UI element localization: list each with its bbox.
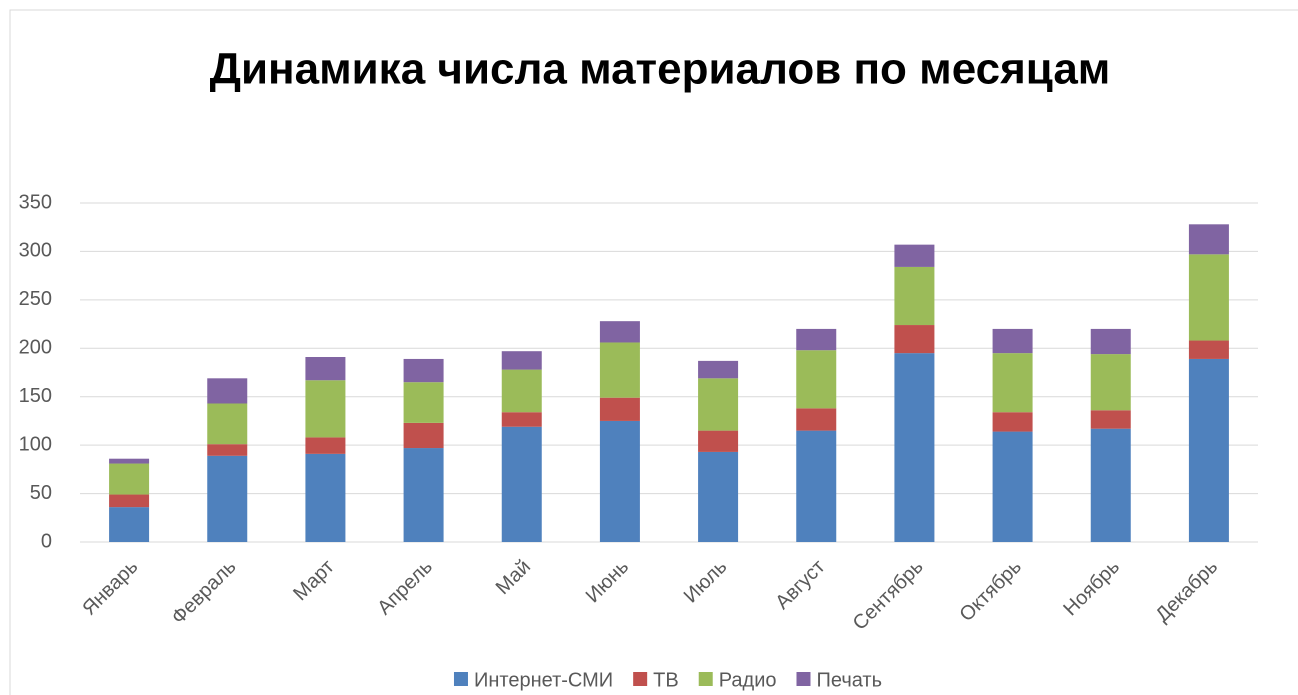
- bar-segment: [501, 426, 542, 542]
- bar-segment: [599, 321, 640, 343]
- bar-segment: [501, 412, 542, 427]
- bar-segment: [501, 369, 542, 413]
- bar-segment: [109, 494, 150, 508]
- bar-segment: [698, 430, 739, 452]
- bar-segment: [207, 378, 248, 404]
- bar-segment: [599, 420, 640, 542]
- bar-segment: [1188, 358, 1229, 542]
- x-tick-label: Июнь: [582, 556, 634, 608]
- legend-swatch: [796, 672, 811, 686]
- bar-segment: [1090, 328, 1131, 355]
- legend-swatch: [633, 672, 648, 686]
- legend-label: Печать: [816, 669, 882, 691]
- bar-segment: [109, 507, 150, 542]
- bar-segment: [992, 412, 1033, 432]
- bar-segment: [403, 358, 444, 383]
- bar-segment: [207, 444, 248, 456]
- x-tick-label: Январь: [78, 556, 142, 620]
- bar-segment: [894, 266, 935, 326]
- bar-segment: [796, 408, 837, 431]
- bar-segment: [1090, 410, 1131, 429]
- x-tick-label: Сентябрь: [849, 556, 928, 635]
- bar-segment: [305, 453, 346, 542]
- bar-segment: [796, 350, 837, 409]
- y-tick-label: 0: [41, 530, 52, 552]
- bar-segment: [305, 380, 346, 438]
- bar-segment: [894, 353, 935, 542]
- x-tick-label: Апрель: [373, 556, 437, 620]
- bar-segment: [992, 353, 1033, 413]
- legend-label: ТВ: [653, 669, 679, 691]
- y-tick-label: 100: [19, 433, 52, 455]
- legend-label: Радио: [719, 669, 777, 691]
- bar-segment: [403, 422, 444, 449]
- bar-segment: [207, 403, 248, 445]
- bar-segment: [109, 458, 150, 464]
- x-tick-label: Февраль: [167, 556, 240, 629]
- bar-segment: [992, 431, 1033, 542]
- x-tick-label: Март: [289, 556, 338, 605]
- bar-segment: [1188, 254, 1229, 341]
- bar-segment: [1090, 428, 1131, 542]
- legend-swatch: [698, 672, 713, 686]
- y-tick-label: 350: [19, 191, 52, 213]
- x-tick-label: Декабрь: [1151, 556, 1222, 627]
- bar-segment: [796, 430, 837, 542]
- bar-segment: [109, 463, 150, 495]
- y-tick-label: 300: [19, 240, 52, 262]
- bar-segment: [992, 328, 1033, 354]
- bar-segment: [403, 448, 444, 542]
- bar-segment: [1090, 354, 1131, 411]
- bar-segment: [698, 360, 739, 379]
- bar-segment: [403, 382, 444, 423]
- y-tick-label: 250: [19, 288, 52, 310]
- y-tick-label: 150: [19, 385, 52, 407]
- bar-segment: [305, 437, 346, 454]
- x-tick-label: Май: [492, 556, 535, 599]
- bar-segment: [599, 397, 640, 421]
- bar-segment: [1188, 224, 1229, 255]
- bar-segment: [698, 378, 739, 431]
- y-tick-label: 200: [19, 337, 52, 359]
- chart-border: [9, 9, 1298, 695]
- bar-segment: [894, 325, 935, 354]
- bar-segment: [501, 351, 542, 370]
- legend-label: Интернет-СМИ: [474, 669, 613, 691]
- bar-segment: [1188, 340, 1229, 359]
- y-tick-label: 50: [30, 482, 52, 504]
- bar-segment: [599, 342, 640, 398]
- bar-segment: [207, 455, 248, 542]
- bar-segment: [796, 328, 837, 351]
- chart-title: Динамика числа материалов по месяцам: [210, 45, 1111, 94]
- x-tick-label: Июль: [680, 556, 732, 608]
- legend-swatch: [453, 672, 468, 686]
- x-tick-label: Август: [771, 556, 829, 614]
- bar-segment: [305, 357, 346, 381]
- bar-segment: [894, 244, 935, 267]
- x-tick-label: Ноябрь: [1059, 556, 1124, 621]
- bar-segment: [698, 451, 739, 542]
- x-tick-label: Октябрь: [955, 556, 1025, 626]
